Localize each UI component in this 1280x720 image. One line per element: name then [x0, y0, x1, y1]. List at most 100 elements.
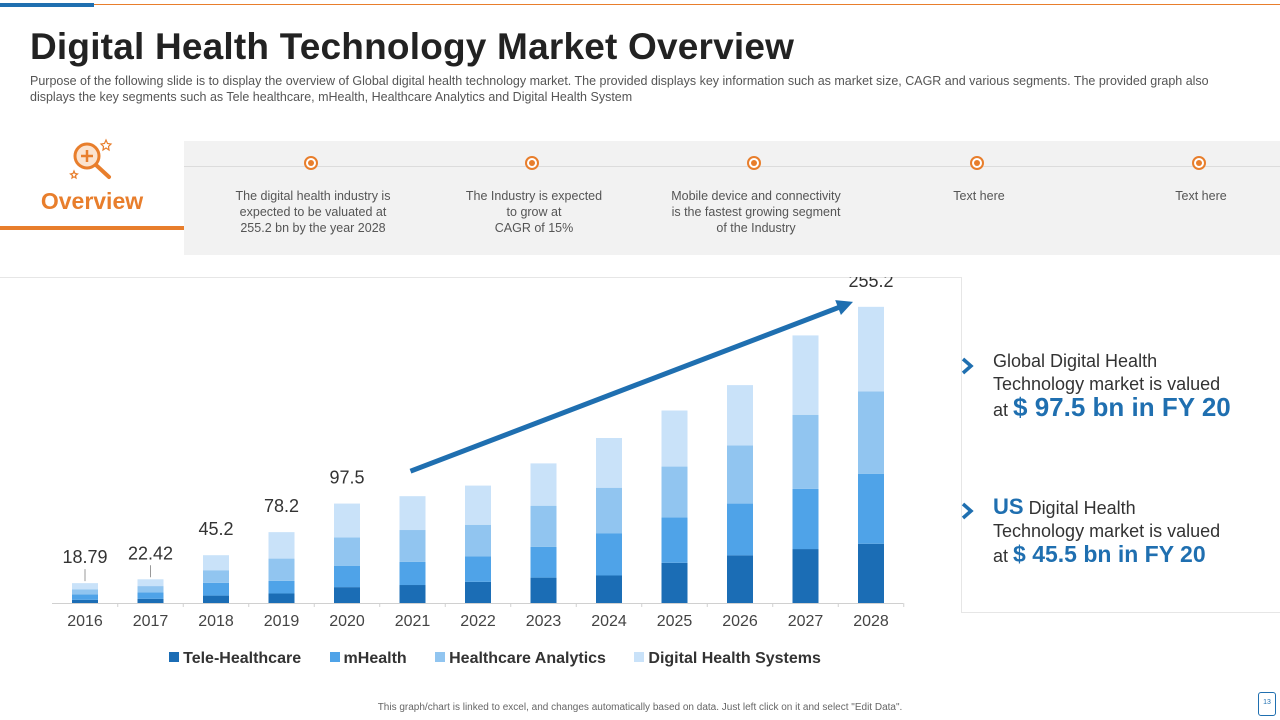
- bar-mhealth-2020[interactable]: [334, 565, 360, 588]
- bar-tele-healthcare-2028[interactable]: [858, 543, 884, 603]
- bar-healthcare-analytics-2021[interactable]: [399, 530, 426, 562]
- legend-label: Digital Health Systems: [648, 650, 821, 667]
- stat-us: US Digital Health Technology market is v…: [958, 495, 1268, 585]
- bar-digital-health-systems-2022[interactable]: [465, 485, 491, 525]
- bar-tele-healthcare-2019[interactable]: [268, 593, 295, 603]
- bar-digital-health-systems-2025[interactable]: [661, 410, 688, 467]
- bar-healthcare-analytics-2023[interactable]: [530, 505, 557, 547]
- slide-title: Digital Health Technology Market Overvie…: [30, 26, 795, 67]
- bar-healthcare-analytics-2019[interactable]: [268, 558, 295, 581]
- milestone-dot-icon: [970, 156, 984, 170]
- legend-swatch: [329, 652, 340, 662]
- chevron-right-icon: [961, 502, 974, 520]
- bar-tele-healthcare-2018[interactable]: [203, 595, 229, 603]
- milestone-dot-icon: [304, 156, 318, 170]
- bar-digital-health-systems-2023[interactable]: [530, 463, 557, 506]
- bar-mhealth-2027[interactable]: [792, 488, 819, 550]
- bar-healthcare-analytics-2027[interactable]: [792, 414, 819, 489]
- bar-digital-health-systems-2016[interactable]: [72, 583, 98, 590]
- stat-text: Global Digital Health Technology market …: [993, 350, 1273, 422]
- milestone-text: Text here: [1175, 189, 1227, 203]
- total-label-2020: 97.5: [329, 468, 364, 488]
- stat-value: $ 45.5 bn in FY 20: [1013, 541, 1206, 567]
- bar-healthcare-analytics-2025[interactable]: [661, 466, 688, 518]
- bar-mhealth-2023[interactable]: [530, 546, 557, 578]
- bar-healthcare-analytics-2022[interactable]: [465, 524, 491, 557]
- total-label-2018: 45.2: [198, 519, 233, 539]
- legend-item-healthcare-analytics[interactable]: Healthcare Analytics: [435, 650, 606, 668]
- bar-tele-healthcare-2016[interactable]: [72, 599, 98, 603]
- bar-mhealth-2018[interactable]: [203, 582, 229, 596]
- x-tick-label: 2019: [264, 613, 300, 630]
- bar-healthcare-analytics-2020[interactable]: [334, 537, 360, 566]
- bar-healthcare-analytics-2017[interactable]: [137, 586, 164, 593]
- stat-line2: Technology market is valued: [993, 521, 1221, 541]
- bar-healthcare-analytics-2016[interactable]: [72, 589, 98, 595]
- legend-swatch: [435, 652, 446, 662]
- x-tick-label: 2024: [591, 613, 627, 630]
- bar-mhealth-2021[interactable]: [399, 561, 426, 586]
- bar-healthcare-analytics-2018[interactable]: [203, 570, 229, 583]
- stat-text: US Digital Health Technology market is v…: [993, 495, 1273, 568]
- bar-digital-health-systems-2021[interactable]: [399, 496, 426, 531]
- bar-tele-healthcare-2025[interactable]: [661, 562, 688, 603]
- milestone-dot-icon: [1192, 156, 1206, 170]
- bar-tele-healthcare-2024[interactable]: [596, 575, 622, 604]
- top-rule-accent: [0, 3, 94, 7]
- bar-tele-healthcare-2021[interactable]: [399, 585, 426, 603]
- legend-item-tele-healthcare[interactable]: Tele-Healthcare: [169, 650, 301, 668]
- bar-mhealth-2022[interactable]: [465, 556, 491, 582]
- bar-digital-health-systems-2026[interactable]: [727, 385, 753, 446]
- chart-top-border: [0, 277, 961, 278]
- bar-healthcare-analytics-2026[interactable]: [727, 445, 753, 504]
- bar-mhealth-2019[interactable]: [268, 580, 295, 594]
- stat-lead: US: [993, 494, 1024, 519]
- bar-tele-healthcare-2026[interactable]: [727, 555, 753, 603]
- bar-mhealth-2028[interactable]: [858, 473, 884, 544]
- chevron-right-icon: [961, 357, 974, 375]
- overview-label: Overview: [40, 188, 144, 214]
- bar-tele-healthcare-2023[interactable]: [530, 577, 557, 603]
- milestone-text: Mobile device and connectivity is the fa…: [671, 189, 841, 235]
- bar-tele-healthcare-2017[interactable]: [137, 598, 164, 603]
- x-tick-label: 2016: [67, 613, 103, 630]
- chart-legend: Tele-Healthcare mHealth Healthcare Analy…: [0, 650, 990, 668]
- stat-prefix: at: [993, 400, 1014, 420]
- bar-digital-health-systems-2017[interactable]: [137, 579, 164, 587]
- bar-tele-healthcare-2022[interactable]: [465, 581, 491, 603]
- bar-healthcare-analytics-2028[interactable]: [858, 391, 884, 474]
- market-chart[interactable]: 2016 2017 2018 2019 2020 2021 2022 2023 2024 2025…: [0, 277, 960, 642]
- bar-healthcare-analytics-2024[interactable]: [596, 487, 622, 534]
- bar-digital-health-systems-2028[interactable]: [858, 306, 884, 392]
- bar-mhealth-2024[interactable]: [596, 533, 622, 576]
- trend-arrow-line: [409, 303, 844, 474]
- page-number: 13: [1258, 692, 1276, 716]
- bar-digital-health-systems-2027[interactable]: [792, 335, 819, 415]
- stat-line1: Global Digital Health: [993, 351, 1158, 371]
- milestone-dot-icon: [747, 156, 761, 170]
- stat-line2: Technology market is valued: [993, 374, 1221, 394]
- bar-digital-health-systems-2018[interactable]: [203, 555, 229, 571]
- x-tick-label: 2020: [329, 613, 365, 630]
- bar-digital-health-systems-2019[interactable]: [268, 532, 295, 559]
- footer-note: This graph/chart is linked to excel, and…: [377, 702, 903, 713]
- bar-mhealth-2026[interactable]: [727, 503, 753, 556]
- total-label-2028: 255.2: [848, 277, 893, 291]
- x-tick-label: 2027: [788, 613, 824, 630]
- milestone-dot-icon: [525, 156, 539, 170]
- total-label-2017: 22.42: [128, 543, 173, 563]
- bar-tele-healthcare-2027[interactable]: [792, 549, 819, 603]
- legend-item-mhealth[interactable]: mHealth: [329, 650, 407, 668]
- legend-label: Tele-Healthcare: [183, 650, 302, 667]
- stat-global: Global Digital Health Technology market …: [958, 350, 1268, 440]
- legend-item-digital-health-systems[interactable]: Digital Health Systems: [634, 650, 821, 668]
- bar-digital-health-systems-2024[interactable]: [596, 438, 622, 488]
- bar-mhealth-2017[interactable]: [137, 592, 164, 599]
- bar-digital-health-systems-2020[interactable]: [334, 503, 360, 538]
- bar-tele-healthcare-2020[interactable]: [334, 587, 360, 603]
- x-tick-label: 2023: [526, 613, 562, 630]
- bar-mhealth-2016[interactable]: [72, 594, 98, 600]
- stat-line1: Digital Health: [1023, 498, 1136, 518]
- bar-mhealth-2025[interactable]: [661, 517, 688, 563]
- stats-panel-border-bottom: [961, 612, 1280, 613]
